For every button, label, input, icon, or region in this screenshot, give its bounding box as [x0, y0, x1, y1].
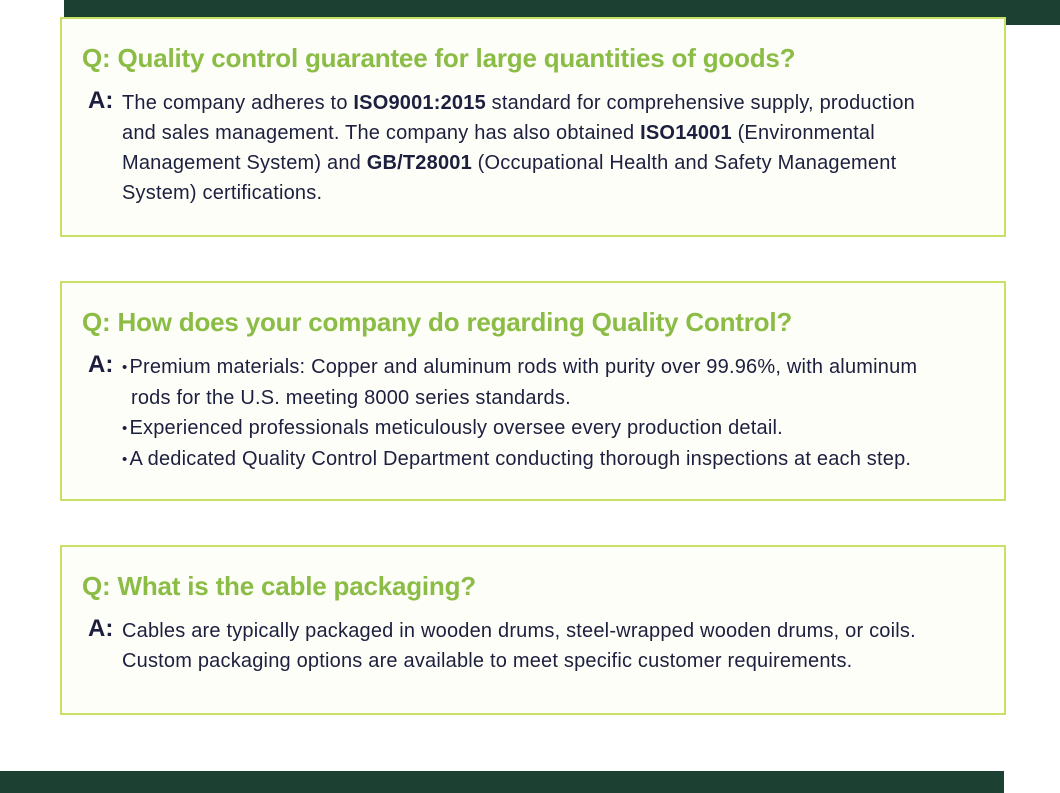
answer-block: A: The company adheres to ISO9001:2015 s… [88, 87, 1004, 208]
answer-text: Cables are typically packaged in wooden … [122, 615, 916, 676]
question-heading: Q: Quality control guarantee for large q… [82, 43, 796, 73]
bullet-item: • Premium materials: Copper and aluminum … [122, 352, 917, 383]
faq-card-quality-guarantee: Q: Quality control guarantee for large q… [60, 17, 1006, 237]
answer-line: Custom packaging options are available t… [122, 650, 853, 672]
answer-label: A: [88, 351, 114, 378]
bullet-item-continuation: rods for the U.S. meeting 8000 series st… [131, 387, 571, 409]
answer-line: System) certifications. [122, 182, 323, 204]
answer-text: The company adheres to ISO9001:2015 stan… [122, 87, 915, 208]
bullet-icon: • [122, 420, 128, 437]
answer-line: and sales management. The company has al… [122, 122, 875, 144]
bullet-icon: • [122, 359, 128, 376]
bullet-icon: • [122, 451, 128, 468]
question-heading: Q: How does your company do regarding Qu… [82, 307, 793, 337]
answer-line: The company adheres to ISO9001:2015 stan… [122, 92, 915, 114]
answer-line: Cables are typically packaged in wooden … [122, 620, 916, 642]
question-heading: Q: What is the cable packaging? [82, 571, 476, 601]
answer-line: Management System) and GB/T28001 (Occupa… [122, 152, 897, 174]
answer-text: • Premium materials: Copper and aluminum … [122, 351, 917, 475]
bullet-item: • Experienced professionals meticulously … [122, 413, 917, 444]
answer-block: A: • Premium materials: Copper and alumin… [88, 351, 1004, 475]
faq-card-quality-control: Q: How does your company do regarding Qu… [60, 281, 1006, 501]
faq-card-cable-packaging: Q: What is the cable packaging? A: Cable… [60, 545, 1006, 715]
answer-label: A: [88, 87, 114, 114]
bottom-ribbon-decoration [0, 771, 1004, 793]
answer-block: A: Cables are typically packaged in wood… [88, 615, 1004, 676]
answer-label: A: [88, 615, 114, 642]
bullet-item: • A dedicated Quality Control Department … [122, 444, 917, 475]
